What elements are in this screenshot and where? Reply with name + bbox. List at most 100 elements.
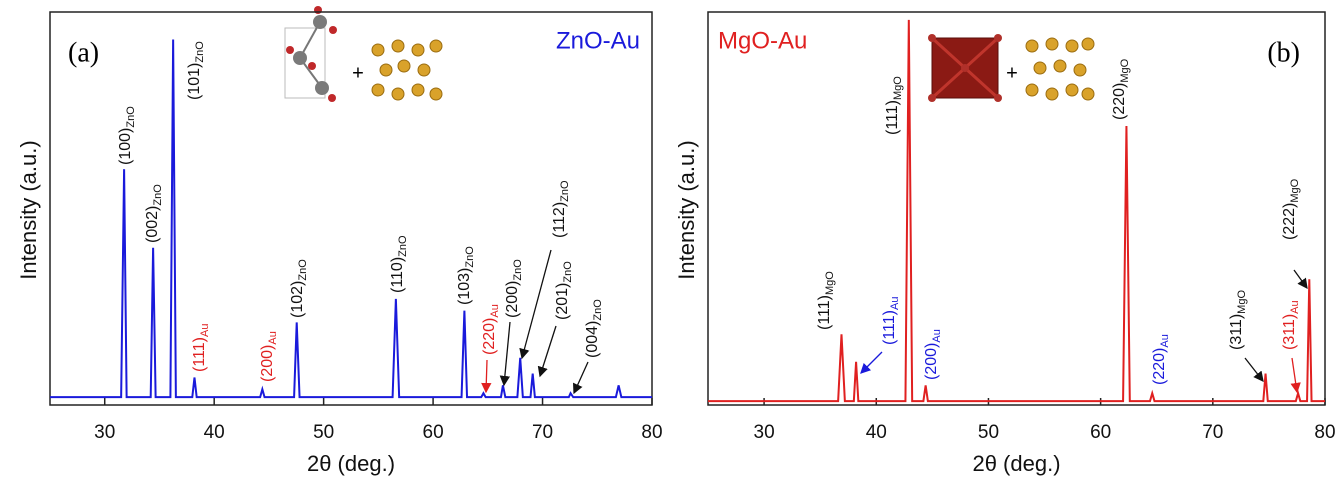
x-axis-label: 2θ (deg.) [307, 451, 395, 476]
inset-plus: + [1006, 62, 1018, 84]
peak-label: (220)MgO [1111, 58, 1131, 120]
peak-index: (200) [923, 343, 940, 380]
peak-index: (110) [389, 257, 406, 293]
spectrum-line [50, 39, 652, 399]
peak-label: (311)Au [1281, 300, 1301, 350]
peak-phase: MgO [824, 271, 836, 295]
peak-label: (102)ZnO [289, 259, 309, 318]
peak-phase: MgO [1289, 178, 1301, 202]
peak-phase: Au [199, 324, 211, 337]
peak-phase: MgO [1119, 58, 1131, 82]
peak-arrow [481, 359, 492, 394]
peak-arrow [860, 351, 883, 374]
panel: 30 40 50 60 70 80 2θ (deg.) Intensity (a.u.) (a)… [16, 11, 663, 476]
peak-label: (101)ZnO [186, 41, 206, 100]
peak-label: (220)Au [1151, 334, 1171, 385]
peak-phase: Au [489, 304, 501, 317]
x-tick-label: 50 [313, 422, 334, 443]
peak-label: (111)Au [881, 297, 901, 345]
zno-structure-icon [284, 6, 337, 102]
peak-phase: ZnO [194, 41, 206, 63]
peak-index: (220) [1151, 348, 1168, 385]
peak-label: (002)ZnO [144, 184, 164, 243]
x-tick-label: 80 [1314, 422, 1335, 443]
peak-phase: Au [931, 329, 943, 342]
peak-phase: ZnO [297, 259, 309, 281]
peak-index: (112) [551, 202, 568, 238]
peak-phase: Au [267, 331, 279, 344]
spectrum-line [708, 19, 1325, 403]
peak-phase: ZnO [559, 180, 571, 202]
peak-index: (311) [1228, 314, 1245, 350]
peak-phase: ZnO [152, 184, 164, 206]
peak-index: (200) [504, 281, 521, 318]
peak-label: (222)MgO [1281, 178, 1301, 240]
mgo-structure-icon [928, 34, 1002, 102]
panel: 30 40 50 60 70 80 2θ (deg.) Intensity (a.u.) (b)… [674, 11, 1336, 476]
plot-frame [707, 11, 1326, 406]
x-tick-label: 70 [1202, 422, 1223, 443]
peak-index: (111) [881, 310, 898, 345]
peak-index: (101) [186, 63, 203, 100]
peak-phase: ZnO [512, 259, 524, 281]
peak-phase: Au [1289, 300, 1301, 313]
peak-index: (111) [816, 295, 833, 330]
peak-phase: MgO [892, 76, 904, 100]
peak-index: (220) [1111, 83, 1128, 120]
x-tick-label: 50 [978, 422, 999, 443]
peak-label: (200)Au [923, 329, 943, 380]
peak-arrow [1244, 357, 1264, 383]
peak-index: (220) [481, 318, 498, 355]
peak-index: (004) [584, 321, 601, 358]
peak-index: (111) [884, 100, 901, 135]
peak-label: (111)MgO [816, 271, 836, 330]
peak-label: (004)ZnO [584, 299, 604, 358]
peak-label: (100)ZnO [117, 106, 137, 165]
peak-label: (112)ZnO [551, 180, 571, 238]
peak-label: (111)MgO [884, 76, 904, 135]
peak-label: (220)Au [481, 304, 501, 355]
x-axis-label: 2θ (deg.) [972, 451, 1060, 476]
peak-label: (200)Au [259, 331, 279, 382]
x-tick-label: 30 [754, 422, 775, 443]
peak-arrow [573, 361, 589, 395]
peak-arrow [1293, 269, 1308, 290]
peak-label: (311)MgO [1228, 290, 1248, 350]
peak-label: (200)ZnO [504, 259, 524, 318]
y-axis-label: Intensity (a.u.) [674, 140, 699, 279]
peak-phase: Au [889, 297, 901, 310]
peak-label: (110)ZnO [389, 235, 409, 293]
peak-index: (002) [144, 206, 161, 243]
peak-arrow [499, 321, 511, 387]
chart-title: ZnO-Au [556, 27, 640, 54]
plot-frame [49, 11, 653, 406]
au-structure-icon [1025, 37, 1095, 101]
x-tick-label: 60 [423, 422, 444, 443]
peak-arrow [1290, 357, 1301, 394]
peak-index: (111) [191, 337, 208, 372]
x-tick-label: 40 [204, 422, 225, 443]
au-structure-icon [371, 39, 443, 101]
peak-phase: ZnO [592, 299, 604, 321]
peak-index: (100) [117, 128, 134, 165]
peak-index: (222) [1281, 203, 1298, 240]
panel-label: (a) [68, 37, 99, 68]
chart-title: MgO-Au [718, 27, 807, 54]
peak-index: (102) [289, 281, 306, 318]
peak-arrow [537, 325, 557, 378]
inset-plus: + [352, 62, 364, 84]
peak-label: (111)Au [191, 324, 211, 372]
peak-index: (103) [456, 268, 473, 305]
x-tick-label: 80 [641, 422, 662, 443]
peak-arrow [519, 249, 552, 360]
x-tick-label: 30 [94, 422, 115, 443]
peak-phase: ZnO [562, 261, 574, 283]
peak-index: (311) [1281, 314, 1298, 350]
x-tick-label: 40 [866, 422, 887, 443]
x-tick-label: 70 [532, 422, 553, 443]
peak-index: (201) [554, 283, 571, 320]
peak-index: (200) [259, 345, 276, 382]
peak-label: (201)ZnO [554, 261, 574, 320]
peak-phase: ZnO [125, 106, 137, 128]
